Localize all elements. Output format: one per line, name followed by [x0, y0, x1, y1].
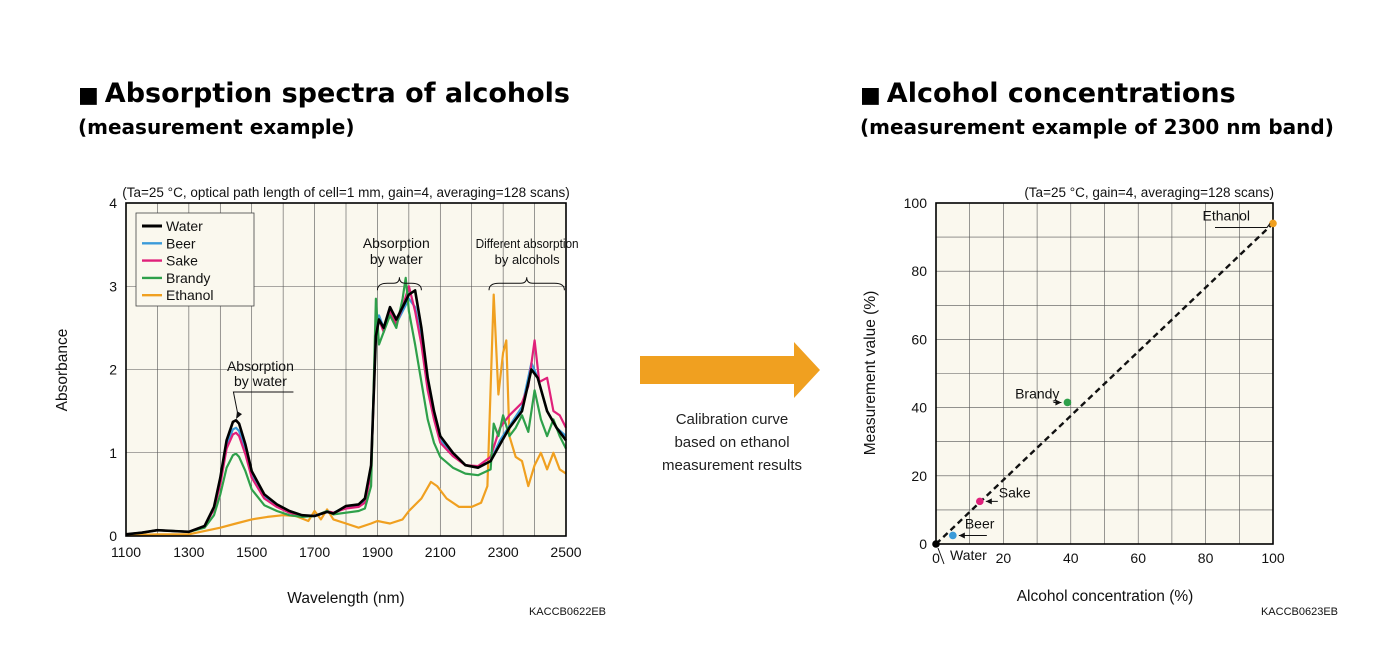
left-title-block: ■ Absorption spectra of alcohols (measure… [78, 78, 570, 139]
annotation-text: Absorption [363, 235, 430, 251]
axis-ticks: 0 20 40 60 80 100 0 20 40 60 80 100 [904, 195, 1285, 566]
label-leader [1215, 223, 1271, 228]
measurement-conditions: (Ta=25 °C, gain=4, averaging=128 scans) [1024, 185, 1274, 200]
y-tick-label: 20 [911, 468, 927, 484]
calibration-line [935, 222, 1274, 545]
label-arrowhead [1055, 399, 1062, 406]
data-point-water [932, 540, 940, 548]
grid [936, 203, 1273, 544]
label-arrowhead [985, 498, 992, 505]
point-label: Ethanol [1203, 207, 1250, 223]
x-tick-label: 0 [932, 550, 940, 566]
y-axis-label: Absorbance [54, 329, 71, 412]
annotation-text: Different absorption [476, 236, 579, 251]
x-tick-label: 20 [996, 550, 1012, 566]
x-tick-label: 40 [1063, 550, 1079, 566]
x-tick-label: 1300 [173, 544, 204, 560]
figure-code: KACCB0623EB [1261, 606, 1338, 618]
annotation-brace [488, 277, 565, 291]
title-square-icon: ■ [78, 83, 99, 108]
x-axis-label: Alcohol concentration (%) [1017, 588, 1194, 605]
y-tick-label: 60 [911, 331, 927, 347]
x-tick-label: 1100 [111, 544, 141, 560]
right-chart-title: ■ Alcohol concentrations [860, 78, 1236, 109]
x-axis-label: Wavelength (nm) [287, 590, 404, 607]
absorption-spectra-chart: 1100 1300 1500 1700 1900 2100 2300 2500 0 1 2 3 4 Ab… [54, 185, 606, 618]
measurement-conditions: (Ta=25 °C, optical path length of cell=1… [122, 185, 569, 200]
calibration-caption: Calibration curve based on ethanol measu… [632, 408, 832, 477]
y-tick-label: 1 [109, 445, 117, 461]
legend-label: Water [166, 218, 203, 234]
series-line-water [125, 289, 568, 536]
y-axis-label: Measurement value (%) [862, 291, 879, 456]
x-tick-label: 2500 [550, 544, 581, 560]
series-lines [125, 276, 568, 537]
series-line-ethanol [125, 293, 567, 537]
plot-frame [935, 202, 1274, 545]
left-chart-subtitle: (measurement example) [78, 115, 355, 139]
data-point-ethanol [1269, 219, 1277, 228]
y-tick-label: 4 [109, 195, 117, 211]
label-arrowhead [958, 532, 965, 539]
x-tick-label: 80 [1198, 550, 1214, 566]
calibration-dashed-line [935, 222, 1274, 545]
figure-code: KACCB0622EB [529, 606, 606, 618]
axis-ticks: 1100 1300 1500 1700 1900 2100 2300 2500 0 1 2 3 4 [109, 195, 582, 560]
y-tick-label: 0 [109, 528, 117, 544]
x-tick-label: 100 [1261, 550, 1285, 566]
annotation-text: by water [370, 251, 423, 267]
y-tick-label: 40 [911, 400, 927, 416]
y-tick-label: 100 [904, 195, 928, 211]
point-label: Brandy [1015, 385, 1059, 401]
plot-frame [125, 202, 567, 537]
point-label: Water [950, 547, 987, 563]
annotation-brace [376, 277, 422, 291]
y-tick-label: 0 [919, 536, 927, 552]
legend-label: Sake [166, 253, 198, 269]
y-tick-label: 80 [911, 263, 927, 279]
annotation-text: by alcohols [495, 252, 561, 267]
x-tick-label: 1700 [299, 544, 330, 560]
right-title-block: ■ Alcohol concentrations (measurement exa… [860, 78, 1334, 139]
data-point-sake [976, 497, 984, 506]
data-point-beer [949, 531, 957, 540]
y-tick-label: 2 [109, 362, 117, 378]
x-tick-label: 1500 [236, 544, 267, 560]
annotation-leader [232, 391, 294, 416]
x-tick-label: 2100 [425, 544, 456, 560]
caption-line: measurement results [661, 457, 803, 474]
y-tick-label: 3 [109, 278, 117, 294]
x-tick-label: 2300 [488, 544, 519, 560]
arrow-right-icon [640, 342, 820, 398]
caption-line: Calibration curve [675, 411, 789, 428]
caption-line: based on ethanol [674, 434, 790, 451]
annotation-arrowhead [236, 411, 242, 420]
series-line-brandy [125, 276, 567, 536]
point-label: Sake [999, 484, 1031, 500]
point-label: Beer [965, 515, 995, 531]
calibration-arrow [640, 342, 820, 398]
right-chart-subtitle: (measurement example of 2300 nm band) [860, 115, 1334, 139]
legend-label: Beer [166, 235, 196, 251]
title-square-icon: ■ [860, 83, 881, 108]
legend-label: Brandy [166, 270, 210, 286]
left-chart-title: ■ Absorption spectra of alcohols [78, 78, 570, 109]
annotation-text: by water [234, 373, 287, 389]
legend-label: Ethanol [166, 287, 213, 303]
label-leader [937, 547, 945, 565]
data-point-brandy [1063, 398, 1072, 407]
x-tick-label: 1900 [362, 544, 393, 560]
x-tick-label: 60 [1130, 550, 1146, 566]
annotation-text: Absorption [227, 358, 294, 374]
